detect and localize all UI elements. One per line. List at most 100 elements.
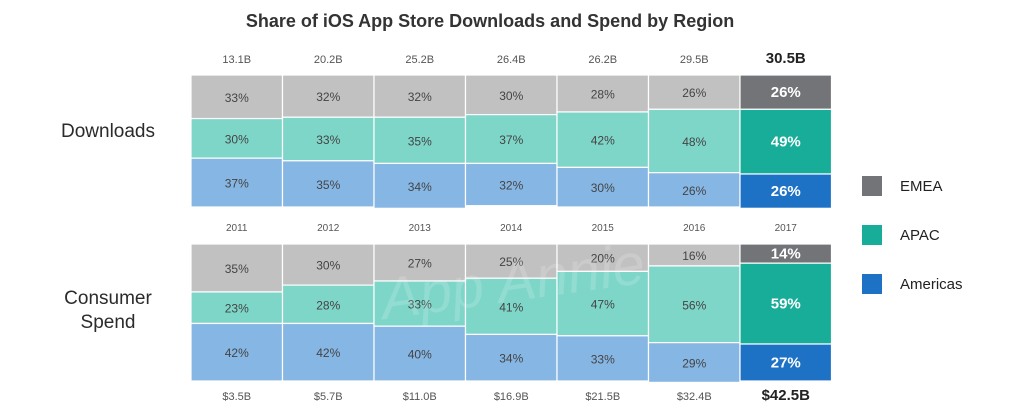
spend-total-label-2011: $3.5B [222,391,251,403]
downloads-bar-americas-2017 [739,173,833,209]
downloads-bar-americas-2016 [647,172,741,208]
consumer-spend-label-line2: Spend [80,312,136,333]
downloads-bar-americas-2012 [281,160,375,208]
spend-value-label-apac-2013: 33% [408,298,432,312]
legend-label-apac: APAC [900,226,940,244]
downloads-bar-emea-2017 [739,74,833,110]
spend-bar-americas-2013 [373,325,467,382]
downloads-total-label-2016: 29.5B [680,54,709,66]
downloads-bar-apac-2017 [739,108,833,175]
spend-value-label-emea-2015: 20% [591,252,615,266]
year-tick-label-2015: 2015 [592,223,615,234]
year-tick-label-2012: 2012 [317,223,340,234]
legend-swatch-apac [862,225,882,245]
spend-bar-apac-2015 [556,270,650,337]
spend-value-label-apac-2011: 23% [225,302,249,316]
legend-item-emea: EMEA [862,175,963,197]
spend-bar-apac-2014 [464,277,558,336]
downloads-value-label-apac-2012: 33% [316,133,340,147]
spend-value-label-apac-2016: 56% [682,298,706,312]
spend-value-label-americas-2015: 33% [591,352,615,366]
spend-bar-emea-2012 [281,243,375,286]
spend-bar-americas-2014 [464,333,558,382]
downloads-bar-emea-2014 [464,74,558,116]
downloads-value-label-americas-2012: 35% [316,178,340,192]
spend-value-label-emea-2014: 25% [499,255,523,269]
downloads-value-label-emea-2013: 32% [408,90,432,104]
spend-bar-americas-2015 [556,335,650,382]
downloads-value-label-apac-2015: 42% [591,134,615,148]
downloads-value-label-apac-2013: 35% [408,134,432,148]
legend-item-apac: APAC [862,224,963,246]
downloads-value-label-americas-2011: 37% [225,177,249,191]
downloads-bar-emea-2015 [556,74,650,113]
spend-bar-americas-2017 [739,343,833,382]
consumer-spend-row-label: Consumer Spend [48,287,168,335]
spend-value-label-emea-2017: 14% [771,246,801,263]
spend-value-label-apac-2014: 41% [499,300,523,314]
spend-value-label-americas-2012: 42% [316,346,340,360]
downloads-value-label-americas-2017: 26% [771,183,801,200]
downloads-bar-americas-2013 [373,162,467,209]
year-tick-label-2016: 2016 [683,223,706,234]
downloads-bar-emea-2012 [281,74,375,118]
year-tick-label-2013: 2013 [409,223,432,234]
legend: EMEA APAC Americas [862,175,963,322]
downloads-total-label-2017: 30.5B [766,50,806,67]
downloads-value-label-americas-2014: 32% [499,179,523,193]
downloads-value-label-americas-2016: 26% [682,184,706,198]
year-tick-label-2014: 2014 [500,223,523,234]
spend-value-label-emea-2016: 16% [682,249,706,263]
spend-bar-apac-2016 [647,265,741,344]
downloads-value-label-apac-2016: 48% [682,135,706,149]
spend-bar-emea-2013 [373,243,467,282]
chart-title: Share of iOS App Store Downloads and Spe… [245,11,735,31]
spend-total-label-2014: $16.9B [494,391,529,403]
spend-value-label-emea-2013: 27% [408,256,432,270]
spend-bar-apac-2013 [373,280,467,327]
downloads-total-label-2011: 13.1B [222,54,251,66]
spend-value-label-apac-2015: 47% [591,298,615,312]
spend-total-label-2015: $21.5B [585,391,620,403]
legend-swatch-americas [862,274,882,294]
spend-value-label-americas-2017: 27% [771,355,801,372]
downloads-total-label-2015: 26.2B [588,54,617,66]
downloads-value-label-apac-2014: 37% [499,133,523,147]
downloads-total-label-2013: 25.2B [405,54,434,66]
legend-label-emea: EMEA [900,177,943,195]
spend-bar-apac-2011 [190,291,284,325]
spend-value-label-apac-2017: 59% [771,296,801,313]
downloads-value-label-apac-2011: 30% [225,132,249,146]
spend-value-label-americas-2011: 42% [225,346,249,360]
downloads-bar-apac-2014 [464,113,558,165]
downloads-bar-americas-2011 [190,157,284,208]
spend-total-label-2012: $5.7B [314,391,343,403]
downloads-value-label-emea-2017: 26% [771,84,801,101]
consumer-spend-label-line1: Consumer [64,288,152,309]
year-tick-label-2017: 2017 [775,223,798,234]
spend-bar-americas-2011 [190,322,284,382]
downloads-bar-apac-2012 [281,116,375,162]
spend-bar-americas-2012 [281,322,375,382]
spend-bar-americas-2016 [647,342,741,383]
spend-total-label-2013: $11.0B [403,391,437,403]
legend-item-americas: Americas [862,273,963,295]
downloads-bar-apac-2013 [373,116,467,165]
legend-label-americas: Americas [900,275,963,293]
downloads-row-label: Downloads [61,121,155,142]
spend-value-label-americas-2013: 40% [408,348,432,362]
spend-value-label-americas-2014: 34% [499,352,523,366]
downloads-value-label-emea-2012: 32% [316,90,340,104]
downloads-value-label-emea-2015: 28% [591,87,615,101]
downloads-bar-americas-2014 [464,162,558,207]
downloads-value-label-emea-2014: 30% [499,89,523,103]
spend-value-label-emea-2011: 35% [225,262,249,276]
downloads-value-label-americas-2013: 34% [408,180,432,194]
downloads-value-label-emea-2011: 33% [225,91,249,105]
spend-value-label-apac-2012: 28% [316,298,340,312]
spend-total-label-2017: $42.5B [762,387,811,404]
downloads-value-label-americas-2015: 30% [591,181,615,195]
downloads-bar-americas-2015 [556,166,650,208]
legend-swatch-emea [862,176,882,196]
